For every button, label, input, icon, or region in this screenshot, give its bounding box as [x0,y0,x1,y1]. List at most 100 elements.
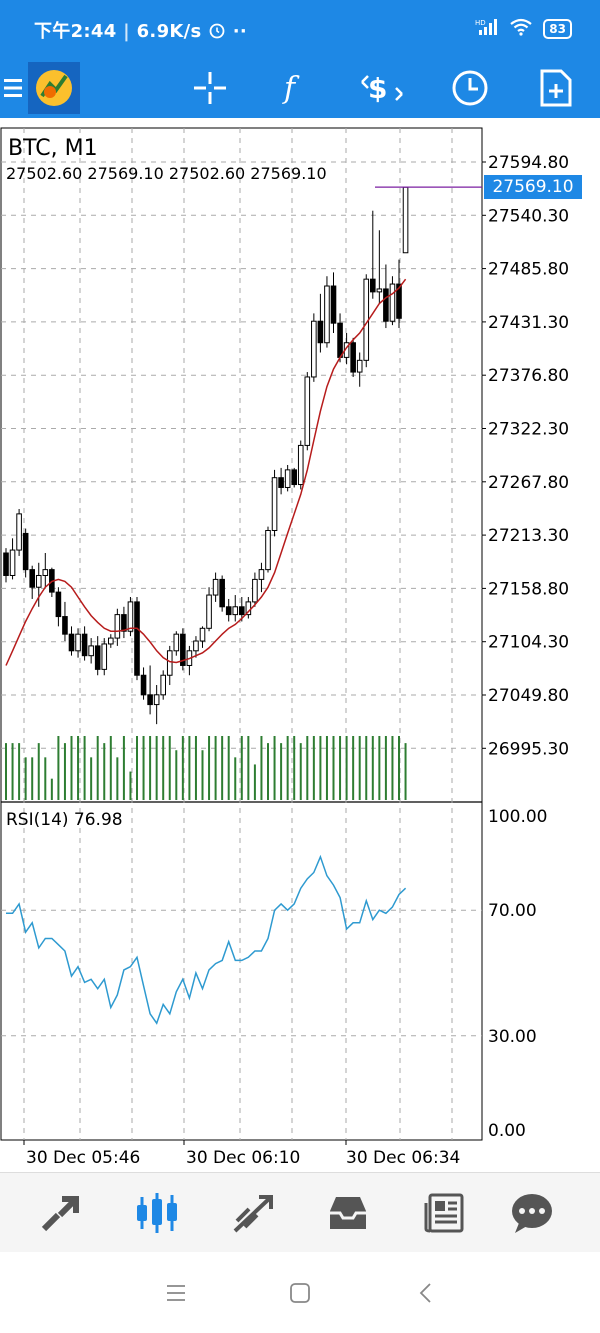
status-left: 下午2:44 | 6.9K/s ·· [34,21,247,42]
candle-bear [29,569,35,588]
candle-bull [153,694,160,706]
candle-bull [193,640,199,652]
app-toolbar: f $ [0,58,600,118]
price-axis-label: 27485.80 [488,260,569,280]
candle-bear [180,633,186,666]
candle-bear [278,477,284,488]
rsi-axis-label: 100.00 [488,807,547,827]
clock-icon[interactable] [448,66,492,110]
candle-bull [9,549,16,576]
price-axis-label: 27431.30 [488,313,569,333]
home-icon[interactable] [285,1278,315,1308]
rsi-axis-label: 30.00 [488,1027,537,1047]
candle-bull [402,186,409,254]
time-axis-label: 30 Dec 06:10 [186,1148,300,1168]
trade-icon[interactable]: $ [360,66,404,110]
back-icon[interactable] [411,1278,441,1308]
app-logo-icon[interactable] [28,62,80,114]
svg-text:HD: HD [475,19,486,27]
moving-average-line [5,278,407,666]
price-axis-label: 27158.80 [488,579,569,599]
candle-bull [252,578,258,603]
price-axis-label: 27104.30 [488,633,569,653]
symbol-timeframe: BTC, M1 [8,136,98,161]
candle-bull [173,633,180,652]
candle-bear [291,469,297,486]
svg-text:$: $ [368,72,387,105]
candle-bull [166,650,173,676]
status-bar: 下午2:44 | 6.9K/s ·· HD 83 [0,0,600,58]
rsi-line [6,854,407,1025]
candle-bear [350,342,356,373]
candle-bull [88,645,94,657]
candle-bear [225,606,232,616]
recent-apps-icon[interactable] [161,1278,191,1308]
candle-bear [94,645,101,670]
candle-bull [75,633,81,652]
nav-news-icon[interactable] [418,1187,470,1239]
price-axis-label: 27322.30 [488,420,569,440]
candle-bear [55,591,62,618]
candle-bull [160,674,166,696]
chart-area[interactable]: 27594.80 27540.30 27485.80 27431.30 27376.80… [0,124,600,1170]
candle-bear [317,320,324,344]
candle-bull [199,627,206,642]
crosshair-icon[interactable] [188,66,232,110]
candle-bear [337,322,343,358]
candle-bull [127,601,134,632]
price-axis-label: 27049.80 [488,686,569,706]
candle-bull [311,320,317,378]
svg-text:f: f [282,71,300,106]
menu-icon[interactable] [0,66,38,110]
candle-bull [35,574,42,588]
candle-bear [383,288,389,322]
nav-quotes-icon[interactable] [34,1187,86,1239]
status-right: HD 83 [475,18,572,40]
candle-bear [147,694,153,706]
candle-bull [16,513,22,551]
time-axis-label: 30 Dec 06:34 [346,1148,460,1168]
signal-icon: HD [475,18,499,40]
time-axis-label: 30 Dec 05:46 [26,1148,140,1168]
candle-bear [22,532,29,571]
more-dots-icon: ·· [232,21,247,42]
nav-history-icon[interactable] [322,1187,374,1239]
candle-bull [297,444,304,486]
bid-price-badge: 27569.10 [484,175,582,199]
rsi-axis-label: 70.00 [488,901,537,921]
candle-bear [68,633,75,652]
candle-bull [284,469,291,488]
system-navigation [0,1252,600,1333]
price-axis-label: 27540.30 [488,206,569,226]
function-icon[interactable]: f [272,66,316,110]
status-time: 下午2:44 [34,21,117,42]
candle-bear [396,283,402,319]
price-axis-label: 26995.30 [488,739,569,759]
alarm-icon [208,21,233,42]
chart-svg[interactable]: 27594.80 27540.30 27485.80 27431.30 27376.80… [0,124,600,1170]
candle-bull [356,359,363,373]
candle-bear [121,614,127,632]
status-speed: 6.9K/s [136,21,202,42]
candle-bear [219,578,225,608]
candle-bull [324,285,330,344]
candle-bear [370,278,376,293]
candle-bull [42,569,49,576]
rsi-indicator-label: RSI(14) 76.98 [6,810,123,830]
plot-frame [0,127,483,1141]
wifi-icon [509,18,533,40]
candle-bull [101,643,108,670]
battery-indicator: 83 [543,19,572,39]
price-axis-label: 27267.80 [488,473,569,493]
candle-bull [206,594,212,629]
ohlc-values: 27502.60 27569.10 27502.60 27569.10 [6,164,327,183]
price-axis-label: 27213.30 [488,526,569,546]
candle-bull [114,614,121,639]
nav-chat-icon[interactable] [506,1187,558,1239]
candle-bull [258,569,265,580]
add-document-icon[interactable] [534,66,578,110]
candle-bull [108,637,114,645]
nav-chart-icon[interactable] [131,1187,183,1239]
candle-bull [212,578,219,596]
nav-trade-icon[interactable] [227,1187,279,1239]
